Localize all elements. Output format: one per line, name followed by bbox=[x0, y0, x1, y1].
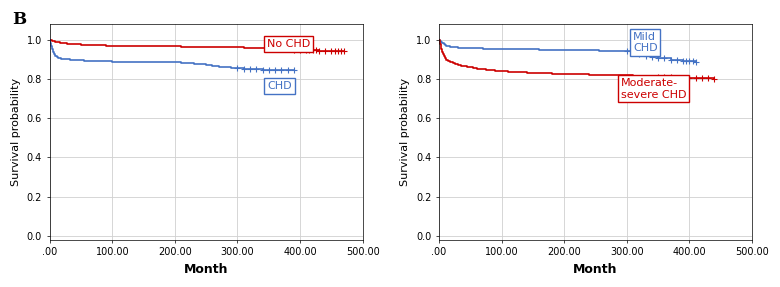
X-axis label: Month: Month bbox=[573, 263, 618, 276]
Point bbox=[319, 49, 332, 53]
Point bbox=[671, 75, 683, 80]
Point bbox=[686, 59, 699, 64]
Point bbox=[680, 59, 693, 63]
Point bbox=[244, 67, 257, 71]
Point bbox=[621, 49, 633, 53]
Text: B: B bbox=[12, 11, 27, 28]
Point bbox=[696, 76, 708, 81]
Point bbox=[250, 67, 263, 72]
Point bbox=[683, 59, 696, 64]
Point bbox=[658, 75, 671, 79]
Point bbox=[238, 67, 250, 71]
Point bbox=[303, 48, 316, 53]
Point bbox=[310, 48, 322, 53]
Point bbox=[627, 51, 640, 55]
Y-axis label: Survival probability: Survival probability bbox=[400, 78, 410, 186]
Point bbox=[677, 59, 690, 63]
Point bbox=[257, 67, 269, 72]
Point bbox=[665, 75, 677, 80]
Point bbox=[652, 55, 665, 60]
Point bbox=[300, 48, 313, 53]
Point bbox=[288, 68, 300, 73]
Point bbox=[690, 59, 702, 64]
Point bbox=[269, 68, 282, 72]
Point bbox=[677, 75, 690, 80]
Point bbox=[646, 55, 658, 59]
Point bbox=[275, 68, 288, 72]
Point bbox=[307, 48, 319, 53]
Point bbox=[313, 48, 325, 53]
Point bbox=[332, 49, 344, 53]
Point bbox=[658, 56, 671, 61]
Point bbox=[294, 48, 307, 52]
Point bbox=[652, 75, 665, 79]
Point bbox=[665, 57, 677, 62]
Point bbox=[282, 68, 294, 73]
Point bbox=[708, 76, 721, 81]
Point bbox=[683, 76, 696, 80]
Point bbox=[263, 67, 275, 72]
Point bbox=[288, 47, 300, 52]
Text: Mild
CHD: Mild CHD bbox=[633, 32, 658, 53]
X-axis label: Month: Month bbox=[184, 263, 229, 276]
Point bbox=[325, 49, 338, 53]
Y-axis label: Survival probability: Survival probability bbox=[11, 78, 21, 186]
Point bbox=[702, 76, 714, 81]
Text: CHD: CHD bbox=[268, 81, 292, 91]
Point bbox=[671, 58, 683, 63]
Point bbox=[231, 66, 243, 71]
Point bbox=[633, 52, 646, 57]
Point bbox=[690, 76, 702, 80]
Point bbox=[640, 54, 652, 58]
Point bbox=[328, 49, 341, 53]
Point bbox=[335, 49, 347, 53]
Text: Moderate-
severe CHD: Moderate- severe CHD bbox=[621, 78, 686, 100]
Point bbox=[338, 49, 350, 54]
Text: No CHD: No CHD bbox=[268, 39, 310, 49]
